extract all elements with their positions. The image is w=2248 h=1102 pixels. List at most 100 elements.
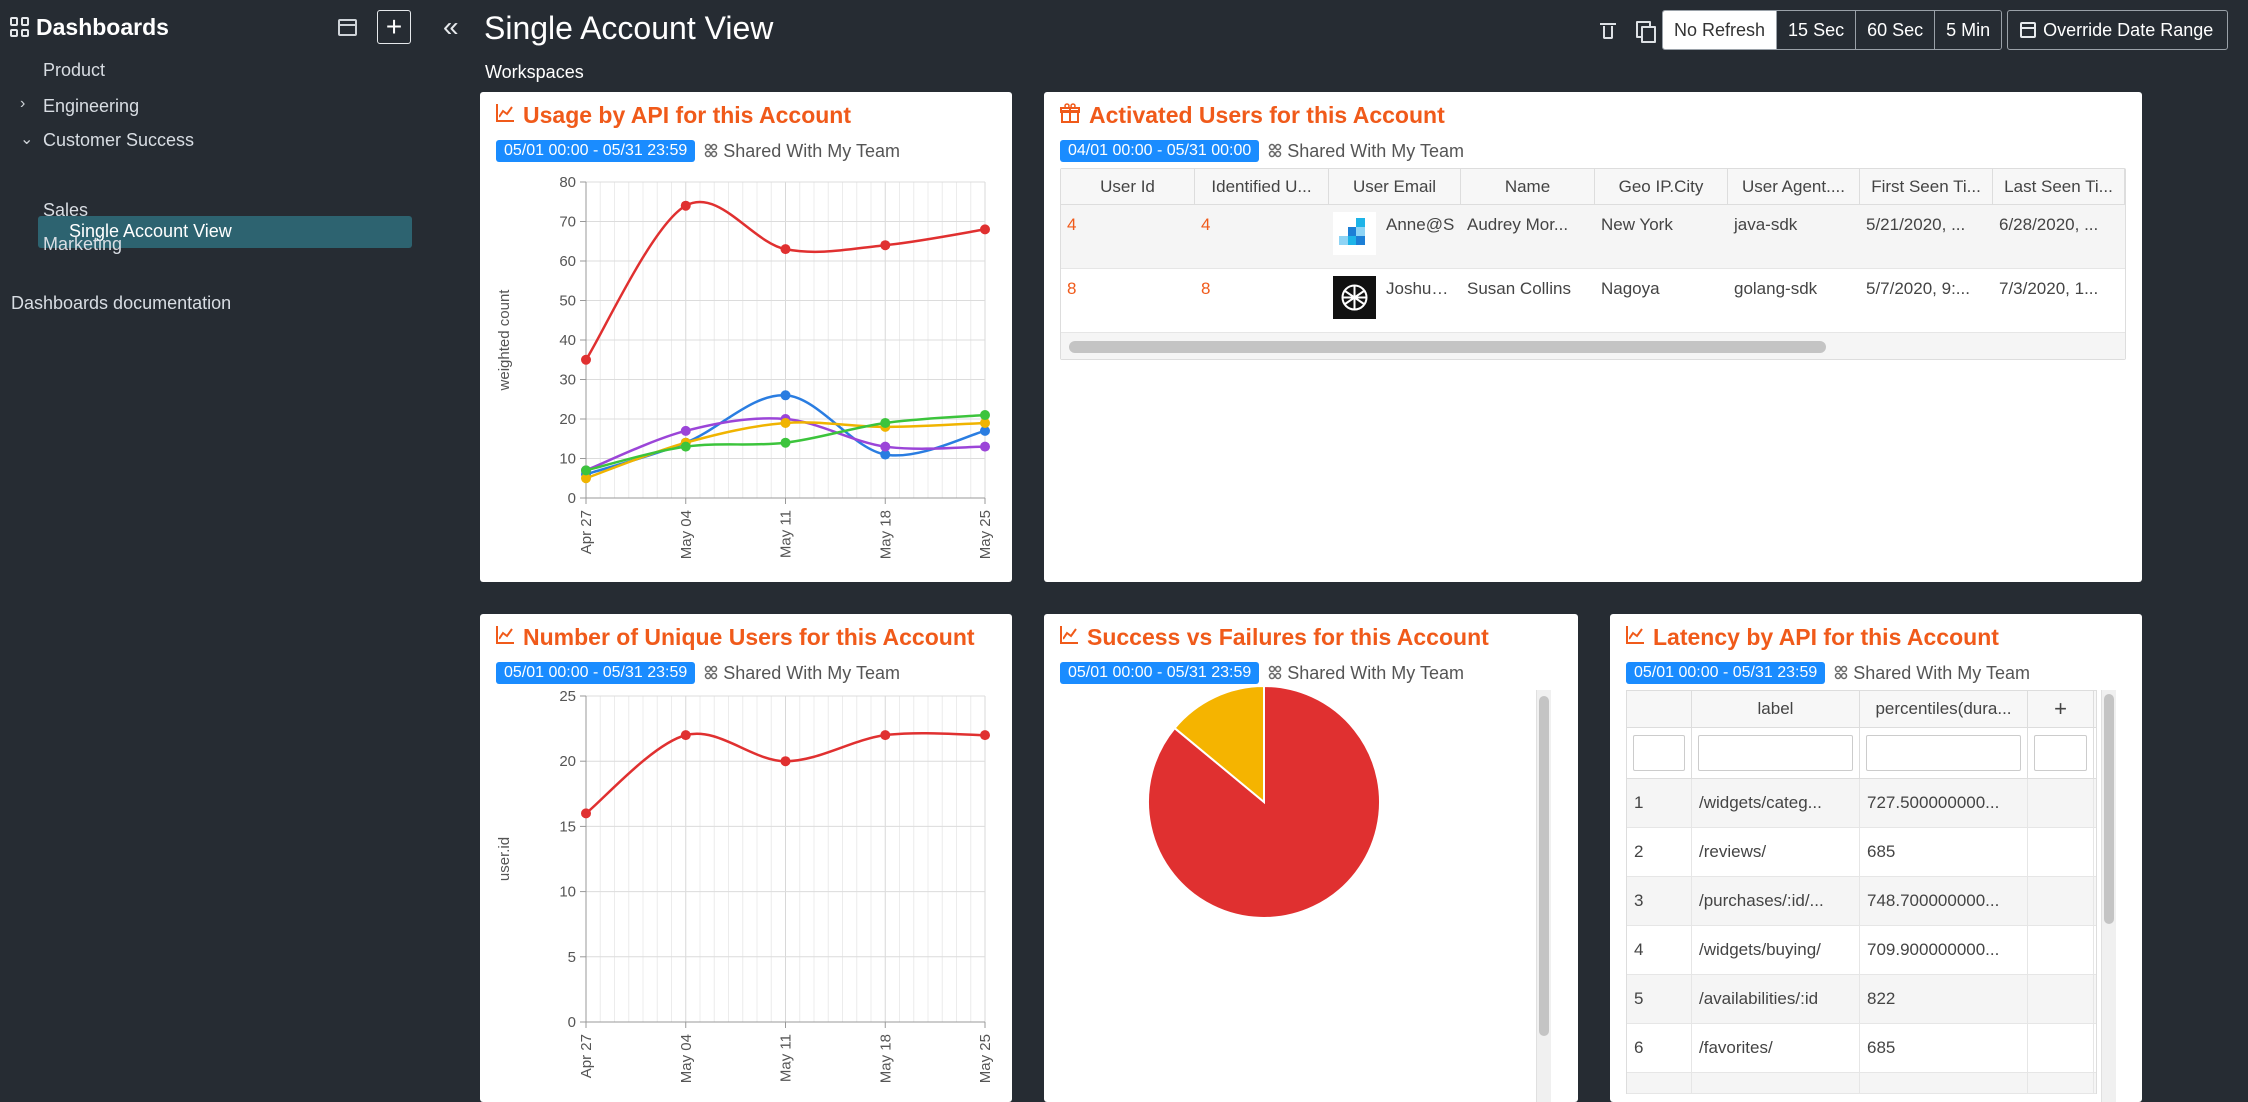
column-header[interactable]: percentiles(dura... [1860,691,2028,727]
sidebar-item-customer-success[interactable]: ⌄ Customer Success [20,130,194,151]
sidebar-item-single-account-view[interactable]: Single Account View [38,216,412,248]
x-tick-label: May 18 [877,1034,894,1083]
refresh-option-5min[interactable]: 5 Min [1934,11,2002,49]
x-tick-label: Apr 27 [578,510,595,554]
filter-input[interactable] [2034,735,2087,771]
data-point [980,441,990,452]
y-tick-label: 15 [559,818,576,835]
y-tick-label: 20 [559,753,576,770]
data-point [880,240,891,251]
label-cell: /widgets/categ... [1692,779,1860,827]
sidebar-item-label: Marketing [43,234,123,254]
scrollbar-thumb[interactable] [1069,341,1826,353]
line-chart-icon [496,103,514,122]
table-row[interactable]: 4/widgets/buying/709.900000000... [1627,926,2096,975]
data-point [680,730,691,741]
data-point [680,425,691,436]
panel-meta: 05/01 00:00 - 05/31 23:59 Shared With My… [496,662,900,684]
user-id-link[interactable]: 4 [1067,215,1077,234]
last-seen-cell: 6/28/2020, ... [1999,215,2099,234]
table-row[interactable]: 5/availabilities/:id 822 [1627,975,2096,1024]
filter-input[interactable] [1633,735,1685,771]
column-header[interactable]: Geo IP.City [1595,169,1728,204]
dashboards-documentation-link[interactable]: Dashboards documentation [11,293,231,314]
name-cell: Audrey Mor... [1467,215,1569,234]
refresh-option-60s[interactable]: 60 Sec [1855,11,1935,49]
sidebar-item-product[interactable]: Product [43,60,105,81]
share-label: Shared With My Team [1287,140,1464,161]
user-id-link[interactable]: 8 [1067,279,1077,298]
override-label: Override Date Range [2043,19,2214,40]
data-point [780,244,791,255]
collapse-sidebar-icon[interactable]: « [443,11,459,42]
user-email-text: Joshua@ [1386,279,1459,298]
sidebar-item-marketing[interactable]: Marketing [43,234,122,255]
city-cell: New York [1601,215,1673,234]
scrollbar-thumb[interactable] [2104,694,2114,924]
workspaces-label[interactable]: Workspaces [485,62,584,82]
scrollbar-thumb[interactable] [1539,696,1549,1036]
table-header: User Id Identified U... User Email Name … [1061,169,2125,205]
share-label: Shared With My Team [723,140,900,161]
table-row[interactable]: 8 8 Joshua@ Susan Collins Nagoya golang-… [1061,269,2125,333]
sidebar-item-sales[interactable]: Sales [43,200,88,221]
table-row[interactable]: 4 4 Anne@S Audrey Mor... New York java-s… [1061,205,2125,269]
trash-icon[interactable] [1600,21,1616,39]
panel-title[interactable]: Success vs Failures for this Account [1060,624,1489,651]
panel-title[interactable]: Usage by API for this Account [496,102,851,129]
chevron-right-icon[interactable]: › [20,95,26,112]
column-header[interactable]: User Email [1329,169,1461,204]
chevron-down-icon[interactable]: ⌄ [20,131,34,148]
success-failures-pie-chart [1147,684,1381,919]
table-row[interactable]: 6/favorites/685 [1627,1024,2096,1073]
panel-title[interactable]: Activated Users for this Account [1060,102,1445,129]
calendar-icon[interactable] [338,18,357,36]
sidebar-item-engineering[interactable]: › Engineering [20,95,139,117]
vertical-scrollbar[interactable] [2101,690,2116,1102]
value-cell: 822 [1860,975,2028,1023]
column-header[interactable]: First Seen Ti... [1860,169,1993,204]
table-header: label percentiles(dura... + [1627,691,2096,728]
table-row[interactable]: 1/widgets/categ... 727.500000000... [1627,779,2096,828]
y-tick-label: 70 [559,214,576,231]
table-row[interactable] [1627,1073,2096,1094]
column-header[interactable]: User Id [1061,169,1195,204]
column-header[interactable]: Identified U... [1195,169,1329,204]
y-tick-label: 25 [559,690,576,705]
y-tick-label: 30 [559,372,576,389]
horizontal-scrollbar[interactable] [1061,333,2125,359]
share-status: Shared With My Team [1267,663,1464,684]
table-row[interactable]: 2/reviews/685 [1627,828,2096,877]
add-dashboard-button[interactable]: + [377,10,411,44]
column-header[interactable]: label [1692,691,1860,727]
add-column-button[interactable]: + [2028,691,2094,727]
vertical-scrollbar[interactable] [1536,690,1551,1102]
identified-user-link[interactable]: 8 [1201,279,1211,298]
row-number: 4 [1627,926,1692,974]
value-filter-input[interactable] [1866,735,2021,771]
column-header[interactable]: Name [1461,169,1595,204]
y-tick-label: 60 [559,253,576,270]
success-failures-panel: Success vs Failures for this Account 05/… [1044,614,1578,1102]
sidebar-item-label: Single Account View [69,221,232,241]
data-point [581,354,591,365]
override-date-range-button[interactable]: Override Date Range [2007,10,2229,50]
column-header[interactable]: User Agent.... [1728,169,1860,204]
share-label: Shared With My Team [1853,662,2030,683]
x-tick-label: May 11 [778,1034,795,1082]
identified-user-link[interactable]: 4 [1201,215,1211,234]
table-row[interactable]: 3/purchases/:id/... 748.700000000... [1627,877,2096,926]
filter-cell [1692,728,1860,778]
refresh-option-15s[interactable]: 15 Sec [1776,11,1856,49]
refresh-option-none[interactable]: No Refresh [1663,11,1777,49]
panel-title[interactable]: Number of Unique Users for this Account [496,624,975,651]
data-point [880,441,891,452]
copy-icon[interactable] [1636,21,1656,43]
panel-title-text: Latency by API for this Account [1653,624,1999,650]
panel-title-text: Usage by API for this Account [523,102,852,128]
user-email-cell: Joshua@ [1329,269,1461,332]
label-filter-input[interactable] [1698,735,1853,771]
column-header[interactable]: Last Seen Ti... [1993,169,2125,204]
panel-title[interactable]: Latency by API for this Account [1626,624,1999,651]
y-tick-label: 0 [568,490,576,507]
